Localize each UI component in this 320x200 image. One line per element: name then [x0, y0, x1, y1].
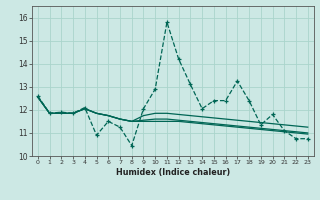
X-axis label: Humidex (Indice chaleur): Humidex (Indice chaleur) [116, 168, 230, 177]
